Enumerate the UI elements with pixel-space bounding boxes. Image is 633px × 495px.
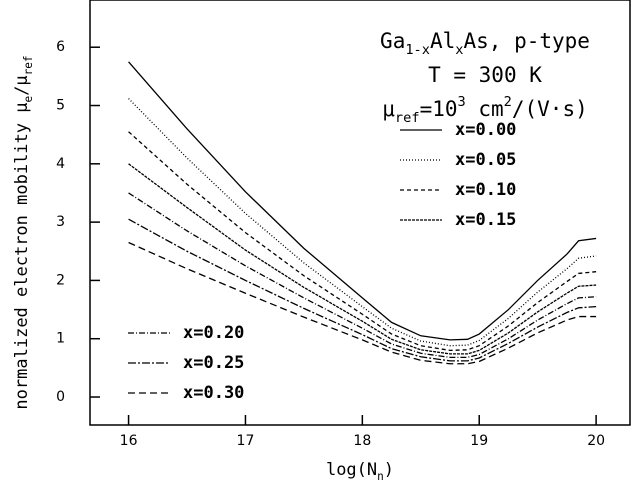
legend-label: x=0.25 (183, 353, 244, 373)
y-tick-label: 2 (56, 272, 65, 288)
text-part: Al (430, 29, 455, 53)
text-part: μ (382, 97, 395, 121)
y-tick-label: 1 (56, 331, 65, 347)
y-tick-label: 4 (56, 156, 65, 172)
text-part: As, p-type (464, 29, 590, 53)
legend-label: x=0.20 (183, 323, 244, 343)
x-tick-label: 17 (237, 433, 255, 449)
series-line (128, 61, 597, 341)
text-part: =10 (420, 97, 458, 121)
legend-label: x=0.05 (455, 150, 516, 170)
x-tick-label: 19 (470, 433, 488, 449)
text-part: normalized electron mobility μ (12, 103, 32, 410)
text-part: log(N (326, 460, 377, 480)
text-part: cm (466, 97, 504, 121)
y-tick-label: 0 (56, 389, 65, 405)
text-part: x (455, 42, 463, 58)
annotation: μref=103 cm2/(V·s) (382, 94, 587, 126)
legend-label: x=0.00 (455, 120, 516, 140)
text-part: 3 (458, 94, 466, 110)
y-tick-label: 6 (56, 39, 65, 55)
x-axis-label: log(Nn) (326, 460, 394, 483)
series-line (128, 163, 597, 355)
text-part: 2 (504, 94, 512, 110)
text-part: n (377, 470, 384, 483)
legend-label: x=0.15 (455, 210, 516, 230)
series-line (128, 241, 597, 365)
x-tick-label: 20 (587, 433, 605, 449)
text-part: ref (395, 110, 420, 126)
text-part: ) (384, 460, 394, 480)
text-part: 1-x (405, 42, 430, 58)
series-line (128, 98, 597, 347)
y-tick-label: 3 (56, 214, 65, 230)
text-part: ref (22, 55, 35, 75)
annotation: Ga1-xAlxAs, p-type (380, 29, 590, 58)
y-tick-label: 5 (56, 98, 65, 114)
series-line (128, 192, 597, 359)
y-axis-label: normalized electron mobility μe/μref (12, 55, 35, 409)
text-part: /(V·s) (512, 97, 588, 121)
series-line (128, 131, 597, 352)
annotation: T = 300 K (428, 63, 542, 87)
x-tick-label: 18 (353, 433, 371, 449)
legend-label: x=0.10 (455, 180, 516, 200)
x-tick-label: 16 (120, 433, 138, 449)
text-part: e (22, 96, 35, 103)
text-part: /μ (12, 75, 32, 95)
legend-label: x=0.30 (183, 383, 244, 403)
text-part: T = 300 K (428, 63, 542, 87)
text-part: Ga (380, 29, 405, 53)
plot-frame (89, 0, 631, 426)
series-line (128, 218, 597, 362)
